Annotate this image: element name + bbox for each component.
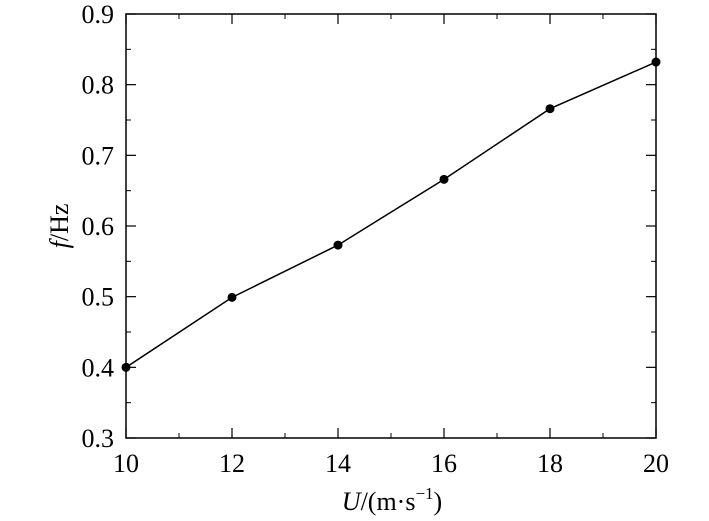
series-line	[125, 61, 657, 368]
plot-area-border	[125, 13, 657, 439]
data-point	[651, 57, 661, 67]
y-tick-label: 0.3	[82, 424, 115, 453]
y-tick-label: 0.4	[82, 353, 115, 382]
x-tick-label: 18	[537, 449, 563, 478]
y-tick-label: 0.9	[82, 0, 115, 29]
y-tick-label: 0.5	[82, 283, 115, 312]
data-point	[227, 292, 237, 302]
data-point	[121, 362, 131, 372]
x-axis-tick-labels: 10 12 14 16 18 20	[113, 449, 669, 478]
x-axis-ticks	[125, 14, 657, 438]
x-tick-label: 12	[219, 449, 245, 478]
plot-frame	[125, 13, 657, 439]
y-tick-label: 0.8	[82, 71, 115, 100]
y-tick-label: 0.6	[82, 212, 115, 241]
x-tick-label: 16	[431, 449, 457, 478]
x-tick-label: 14	[325, 449, 351, 478]
x-tick-label: 20	[643, 449, 669, 478]
data-point	[439, 174, 449, 184]
y-tick-label: 0.7	[82, 141, 115, 170]
x-tick-label: 10	[113, 449, 139, 478]
y-axis-label: f/Hz	[45, 204, 74, 249]
y-axis-ticks	[126, 13, 656, 439]
series-layer	[121, 57, 661, 372]
data-point	[545, 104, 555, 114]
y-axis-tick-labels: 0.3 0.4 0.5 0.6 0.7 0.8 0.9	[82, 0, 115, 453]
data-point	[333, 240, 343, 250]
x-axis-label: U/(m·s−1)	[342, 484, 442, 516]
